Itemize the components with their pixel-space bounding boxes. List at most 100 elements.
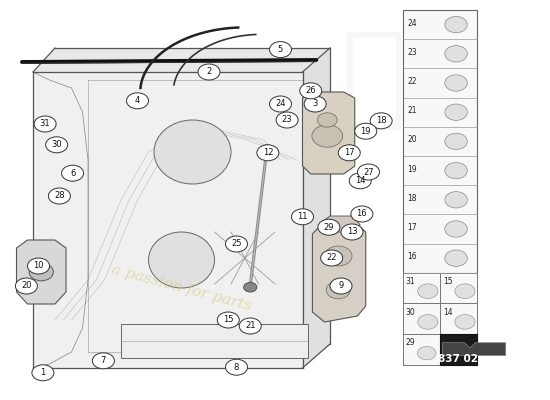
Circle shape bbox=[244, 282, 257, 292]
Polygon shape bbox=[33, 72, 302, 368]
Bar bbox=[403, 273, 440, 304]
Circle shape bbox=[62, 165, 84, 181]
Circle shape bbox=[445, 104, 468, 120]
Circle shape bbox=[338, 145, 360, 161]
Text: 30: 30 bbox=[51, 140, 62, 149]
Circle shape bbox=[34, 116, 56, 132]
Bar bbox=[440, 304, 477, 334]
Circle shape bbox=[321, 250, 343, 266]
Circle shape bbox=[355, 123, 377, 139]
Text: 2: 2 bbox=[206, 68, 212, 76]
Text: 23: 23 bbox=[407, 48, 417, 57]
Text: 28: 28 bbox=[54, 192, 65, 200]
Circle shape bbox=[326, 281, 350, 299]
Text: 20: 20 bbox=[407, 136, 417, 144]
Circle shape bbox=[358, 164, 379, 180]
Text: 29: 29 bbox=[323, 223, 334, 232]
Text: 8: 8 bbox=[234, 363, 239, 372]
Polygon shape bbox=[16, 240, 66, 304]
Polygon shape bbox=[312, 222, 366, 322]
Circle shape bbox=[15, 278, 37, 294]
Text: 10: 10 bbox=[33, 262, 44, 270]
Circle shape bbox=[445, 250, 468, 266]
Text: 21: 21 bbox=[245, 322, 256, 330]
Bar bbox=[403, 10, 477, 273]
Circle shape bbox=[324, 246, 352, 266]
Circle shape bbox=[445, 133, 468, 150]
Circle shape bbox=[276, 112, 298, 128]
Circle shape bbox=[32, 365, 54, 381]
Circle shape bbox=[330, 278, 352, 294]
Bar bbox=[440, 273, 477, 304]
Text: 18: 18 bbox=[376, 116, 387, 125]
Circle shape bbox=[300, 83, 322, 99]
Circle shape bbox=[292, 209, 313, 225]
Text: 18: 18 bbox=[407, 194, 416, 203]
Bar bbox=[308, 96, 318, 108]
Text: Ω: Ω bbox=[420, 29, 449, 67]
Circle shape bbox=[445, 162, 468, 179]
Circle shape bbox=[445, 16, 468, 33]
Bar bbox=[121, 324, 308, 358]
Circle shape bbox=[317, 113, 337, 127]
Circle shape bbox=[318, 219, 340, 235]
Text: 26: 26 bbox=[305, 86, 316, 95]
Circle shape bbox=[349, 173, 371, 189]
Text: 4: 4 bbox=[135, 96, 140, 105]
Text: 21: 21 bbox=[407, 106, 416, 115]
Text: 31: 31 bbox=[406, 277, 416, 286]
Circle shape bbox=[445, 221, 468, 237]
Text: 14: 14 bbox=[443, 308, 453, 316]
Text: 13: 13 bbox=[346, 228, 358, 236]
Text: 16: 16 bbox=[356, 210, 367, 218]
Circle shape bbox=[239, 318, 261, 334]
Circle shape bbox=[29, 263, 53, 281]
Text: 15: 15 bbox=[223, 316, 234, 324]
Circle shape bbox=[46, 137, 68, 153]
Circle shape bbox=[418, 314, 438, 329]
Text: 20: 20 bbox=[21, 282, 32, 290]
Circle shape bbox=[198, 64, 220, 80]
Text: 837 02: 837 02 bbox=[438, 354, 478, 364]
Text: 5: 5 bbox=[278, 45, 283, 54]
Circle shape bbox=[341, 224, 363, 240]
Polygon shape bbox=[302, 48, 330, 368]
Circle shape bbox=[48, 188, 70, 204]
Text: 6: 6 bbox=[70, 169, 75, 178]
Polygon shape bbox=[302, 92, 355, 174]
Text: Λ: Λ bbox=[452, 58, 472, 86]
Text: 29: 29 bbox=[406, 338, 416, 347]
Text: 25: 25 bbox=[231, 240, 242, 248]
Text: 16: 16 bbox=[407, 252, 417, 261]
Circle shape bbox=[351, 206, 373, 222]
Bar bbox=[403, 304, 440, 334]
Circle shape bbox=[445, 46, 468, 62]
Circle shape bbox=[126, 93, 148, 109]
Text: 𝓛: 𝓛 bbox=[340, 26, 408, 134]
Circle shape bbox=[418, 284, 438, 298]
Text: 19: 19 bbox=[407, 165, 417, 174]
Text: 22: 22 bbox=[326, 254, 337, 262]
Circle shape bbox=[417, 346, 436, 360]
Ellipse shape bbox=[154, 120, 231, 184]
Circle shape bbox=[455, 314, 475, 329]
Polygon shape bbox=[442, 343, 506, 356]
Circle shape bbox=[304, 96, 326, 112]
Circle shape bbox=[226, 236, 248, 252]
Text: 31: 31 bbox=[40, 120, 51, 128]
Circle shape bbox=[270, 42, 292, 58]
Bar bbox=[440, 334, 477, 365]
Polygon shape bbox=[33, 48, 330, 72]
Circle shape bbox=[257, 145, 279, 161]
Text: 30: 30 bbox=[406, 308, 416, 316]
Text: 22: 22 bbox=[407, 77, 416, 86]
Text: 14: 14 bbox=[355, 176, 366, 185]
Circle shape bbox=[270, 96, 292, 112]
Text: 24: 24 bbox=[407, 19, 417, 28]
Text: 3: 3 bbox=[312, 100, 318, 108]
Circle shape bbox=[445, 75, 468, 91]
Text: 27: 27 bbox=[363, 168, 374, 176]
Text: 11: 11 bbox=[297, 212, 308, 221]
Circle shape bbox=[217, 312, 239, 328]
Circle shape bbox=[92, 353, 114, 369]
